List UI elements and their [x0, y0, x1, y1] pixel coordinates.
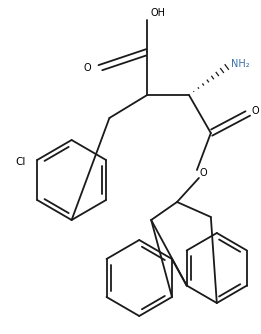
Text: O: O [84, 63, 91, 73]
Text: O: O [252, 106, 259, 116]
Text: Cl: Cl [15, 157, 26, 167]
Text: O: O [200, 168, 207, 178]
Text: NH₂: NH₂ [231, 59, 249, 69]
Text: OH: OH [150, 8, 165, 18]
